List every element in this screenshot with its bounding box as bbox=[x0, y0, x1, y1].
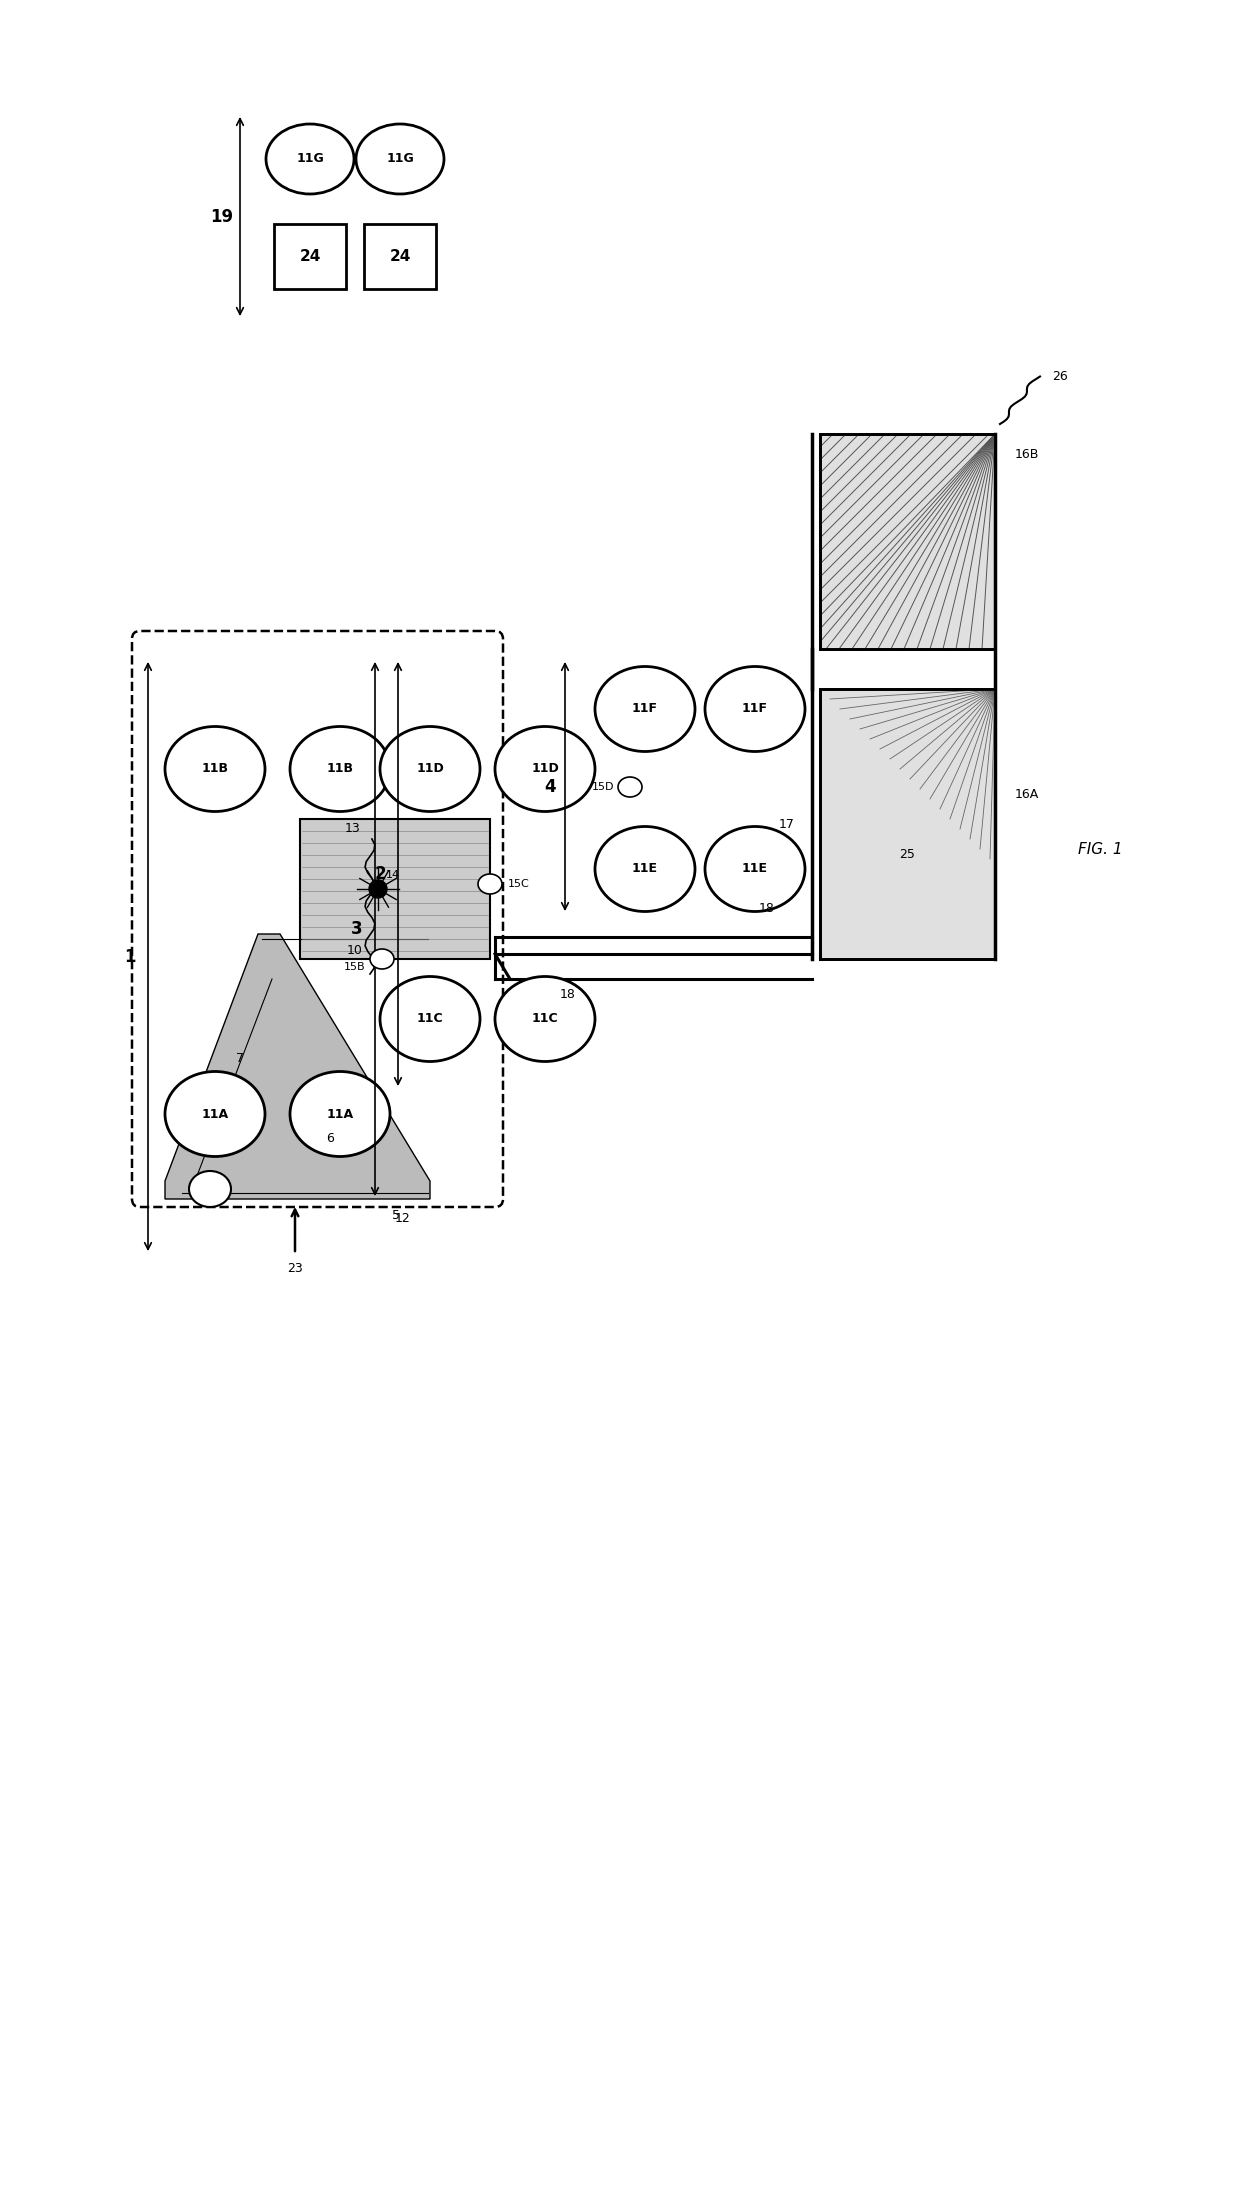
Text: 11D: 11D bbox=[531, 763, 559, 776]
Text: 11F: 11F bbox=[632, 701, 658, 715]
Bar bbox=[820, 688, 994, 959]
Text: 6: 6 bbox=[326, 1132, 334, 1146]
Text: 23: 23 bbox=[288, 1262, 303, 1275]
Bar bbox=[300, 818, 490, 959]
Ellipse shape bbox=[706, 827, 805, 913]
Bar bbox=[820, 433, 994, 649]
Text: 13: 13 bbox=[345, 822, 360, 836]
Ellipse shape bbox=[618, 776, 642, 796]
Text: 11C: 11C bbox=[532, 1012, 558, 1025]
Text: 11E: 11E bbox=[632, 862, 658, 875]
Ellipse shape bbox=[595, 666, 694, 752]
Text: 11B: 11B bbox=[326, 763, 353, 776]
Ellipse shape bbox=[290, 1071, 391, 1157]
Ellipse shape bbox=[379, 726, 480, 811]
Text: 18: 18 bbox=[560, 987, 575, 1001]
Ellipse shape bbox=[706, 666, 805, 752]
Text: 25: 25 bbox=[899, 847, 915, 860]
Text: 18: 18 bbox=[759, 902, 775, 915]
Ellipse shape bbox=[188, 1172, 231, 1207]
Text: 11G: 11G bbox=[296, 152, 324, 165]
Text: 7: 7 bbox=[236, 1053, 244, 1067]
Text: 24: 24 bbox=[299, 248, 321, 264]
Text: 4: 4 bbox=[544, 778, 556, 796]
Text: 5: 5 bbox=[392, 1209, 401, 1223]
Text: 24: 24 bbox=[389, 248, 410, 264]
Text: 12: 12 bbox=[396, 1212, 410, 1225]
Bar bbox=[274, 224, 346, 288]
Ellipse shape bbox=[267, 123, 353, 194]
Text: 10: 10 bbox=[347, 946, 363, 957]
Text: 11D: 11D bbox=[417, 763, 444, 776]
Ellipse shape bbox=[495, 726, 595, 811]
Text: 1: 1 bbox=[124, 948, 135, 965]
Text: 16B: 16B bbox=[1016, 449, 1039, 460]
Ellipse shape bbox=[595, 827, 694, 913]
Text: 3: 3 bbox=[351, 919, 363, 939]
Ellipse shape bbox=[370, 950, 394, 970]
Text: 17: 17 bbox=[779, 818, 795, 831]
Text: 26: 26 bbox=[1052, 369, 1068, 383]
Bar bbox=[820, 433, 994, 649]
Text: 11E: 11E bbox=[742, 862, 768, 875]
Ellipse shape bbox=[379, 976, 480, 1062]
Text: 2: 2 bbox=[374, 864, 386, 884]
Polygon shape bbox=[165, 935, 430, 1198]
Text: 15D: 15D bbox=[591, 783, 614, 792]
Text: 16A: 16A bbox=[1016, 787, 1039, 800]
Circle shape bbox=[370, 880, 387, 897]
Text: 11A: 11A bbox=[326, 1108, 353, 1121]
Text: 11C: 11C bbox=[417, 1012, 444, 1025]
Text: 11B: 11B bbox=[201, 763, 228, 776]
Ellipse shape bbox=[495, 976, 595, 1062]
Text: 15B: 15B bbox=[343, 961, 365, 972]
Text: 11G: 11G bbox=[386, 152, 414, 165]
Text: 14: 14 bbox=[386, 871, 401, 880]
Bar bbox=[365, 224, 436, 288]
Text: FIG. 1: FIG. 1 bbox=[1078, 842, 1122, 855]
Text: 11A: 11A bbox=[201, 1108, 228, 1121]
Ellipse shape bbox=[290, 726, 391, 811]
Bar bbox=[820, 688, 994, 959]
Ellipse shape bbox=[165, 1071, 265, 1157]
Ellipse shape bbox=[356, 123, 444, 194]
Ellipse shape bbox=[165, 726, 265, 811]
Text: 19: 19 bbox=[211, 207, 233, 226]
Ellipse shape bbox=[477, 873, 502, 895]
Text: 11F: 11F bbox=[742, 701, 768, 715]
Text: 15C: 15C bbox=[508, 880, 529, 888]
